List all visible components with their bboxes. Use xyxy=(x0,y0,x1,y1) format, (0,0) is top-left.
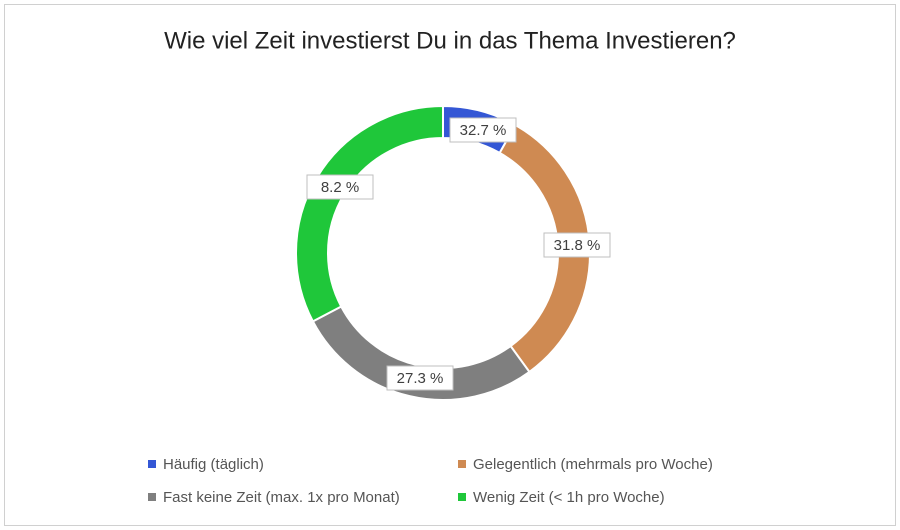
legend-marker xyxy=(458,460,466,468)
label-box xyxy=(306,174,374,200)
chart-title: Wie viel Zeit investierst Du in das Them… xyxy=(164,27,736,54)
label-box xyxy=(543,232,611,258)
data-label: 8.2 % xyxy=(321,179,359,196)
legend-marker xyxy=(458,493,466,501)
label-box xyxy=(386,365,454,391)
legend-label: Fast keine Zeit (max. 1x pro Monat) xyxy=(163,489,400,506)
data-label: 31.8 % xyxy=(554,237,601,254)
label-box xyxy=(449,117,517,143)
chart-frame xyxy=(4,4,896,526)
donut-segment xyxy=(295,104,444,323)
data-label: 32.7 % xyxy=(460,122,507,139)
legend-label: Häufig (täglich) xyxy=(163,456,264,473)
legend-marker xyxy=(148,493,156,501)
legend-marker xyxy=(148,460,156,468)
legend-label: Gelegentlich (mehrmals pro Woche) xyxy=(473,456,713,473)
legend-label: Wenig Zeit (< 1h pro Woche) xyxy=(473,489,665,506)
data-label: 27.3 % xyxy=(397,370,444,387)
